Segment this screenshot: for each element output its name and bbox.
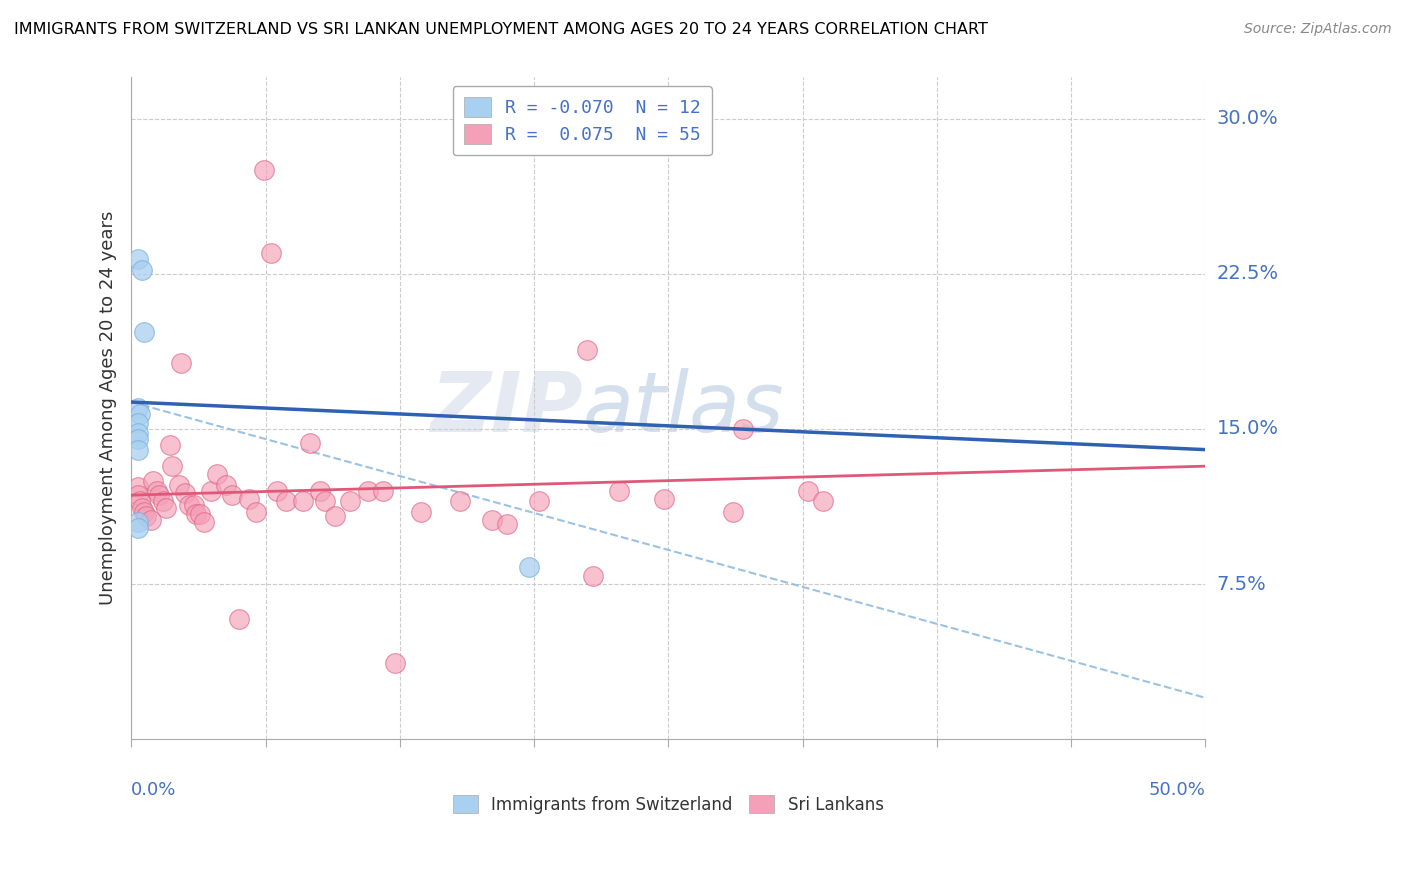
Point (148, 488, 170, 502)
Point (174, 486, 197, 500)
Point (481, 513, 503, 527)
Point (139, 513, 162, 527)
Text: 0.0%: 0.0% (131, 780, 177, 798)
Point (184, 507, 207, 521)
Point (127, 515, 149, 529)
Point (193, 515, 215, 529)
Point (215, 477, 238, 491)
Point (135, 508, 157, 523)
Point (127, 401, 149, 416)
Point (356, 483, 378, 498)
Point (228, 612, 250, 626)
Point (371, 483, 394, 498)
Point (384, 656, 406, 670)
Point (134, 325, 156, 339)
Point (575, 343, 598, 358)
Point (179, 499, 201, 513)
Point (134, 505, 156, 519)
Point (142, 474, 165, 488)
Point (529, 494, 551, 508)
Point (266, 483, 288, 498)
Point (496, 517, 519, 532)
Point (221, 488, 243, 502)
Text: 30.0%: 30.0% (1216, 110, 1278, 128)
Point (721, 505, 744, 519)
Point (811, 494, 834, 508)
Point (131, 262, 153, 277)
Point (449, 494, 471, 508)
Point (127, 480, 149, 494)
Point (127, 416, 149, 430)
Point (298, 436, 321, 450)
Text: Source: ZipAtlas.com: Source: ZipAtlas.com (1244, 22, 1392, 37)
Text: 15.0%: 15.0% (1216, 419, 1278, 439)
Point (167, 477, 190, 491)
Point (127, 432, 149, 446)
Point (188, 507, 211, 521)
Legend: Immigrants from Switzerland, Sri Lankans: Immigrants from Switzerland, Sri Lankans (444, 787, 891, 822)
Point (253, 163, 276, 178)
Text: 22.5%: 22.5% (1216, 264, 1278, 284)
Point (183, 499, 205, 513)
Point (200, 483, 222, 498)
Point (160, 459, 183, 474)
Point (314, 494, 336, 508)
Y-axis label: Unemployment Among Ages 20 to 24 years: Unemployment Among Ages 20 to 24 years (100, 211, 117, 606)
Point (128, 408, 150, 422)
Point (245, 505, 267, 519)
Point (274, 494, 297, 508)
Point (323, 508, 346, 523)
Point (733, 422, 755, 436)
Point (260, 246, 283, 260)
Text: atlas: atlas (582, 368, 785, 449)
Point (131, 500, 153, 515)
Point (127, 442, 149, 457)
Text: 7.5%: 7.5% (1216, 574, 1267, 593)
Point (607, 483, 630, 498)
Point (155, 500, 177, 515)
Text: 50.0%: 50.0% (1149, 780, 1205, 798)
Point (159, 438, 181, 452)
Point (582, 568, 605, 582)
Point (127, 426, 149, 441)
Point (169, 356, 191, 370)
Point (292, 494, 315, 508)
Text: IMMIGRANTS FROM SWITZERLAND VS SRI LANKAN UNEMPLOYMENT AMONG AGES 20 TO 24 YEARS: IMMIGRANTS FROM SWITZERLAND VS SRI LANKA… (14, 22, 988, 37)
Point (127, 488, 149, 502)
Point (238, 492, 260, 507)
Point (127, 252, 149, 267)
Point (652, 492, 675, 507)
Point (517, 560, 540, 574)
Point (339, 494, 361, 508)
Point (411, 505, 433, 519)
Point (205, 467, 228, 482)
Point (128, 494, 150, 508)
Point (152, 494, 174, 508)
Point (146, 483, 169, 498)
Point (797, 483, 820, 498)
Text: ZIP: ZIP (430, 368, 582, 449)
Point (127, 521, 149, 535)
Point (309, 483, 332, 498)
